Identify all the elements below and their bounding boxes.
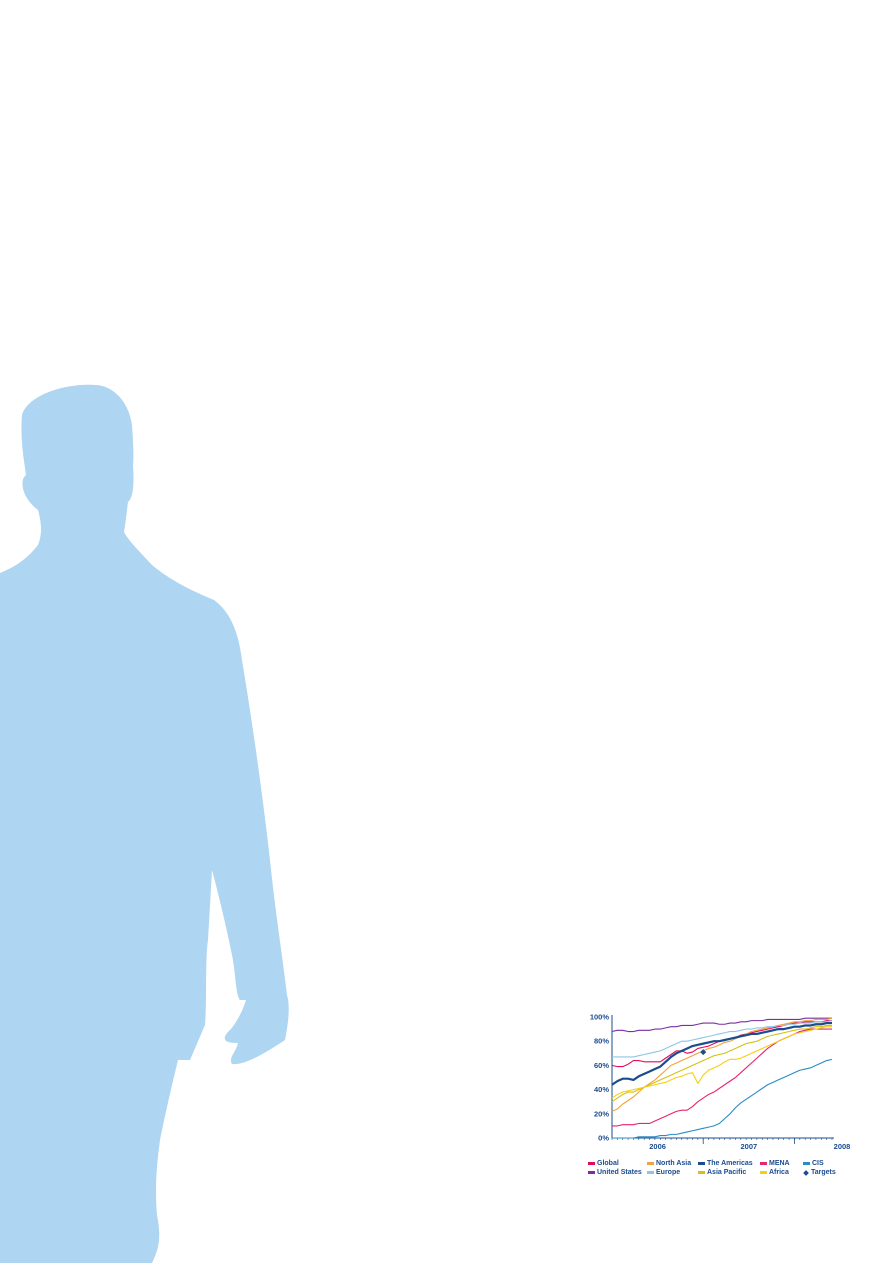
legend-label: Global bbox=[597, 1160, 619, 1167]
legend-swatch bbox=[647, 1171, 654, 1174]
man-silhouette bbox=[0, 384, 289, 1263]
x-axis-ticks: 2006 2007 2008 bbox=[649, 1142, 850, 1151]
y-tick-label: 80% bbox=[594, 1037, 609, 1046]
series-line-africa bbox=[611, 1026, 832, 1099]
chart-svg: 0% 20% 40% 60% 80% 100% 2006 2007 2008 bbox=[590, 1013, 851, 1152]
legend-label: Targets bbox=[811, 1169, 836, 1176]
chart-legend: Global North Asia The Americas MENA CIS Unite… bbox=[588, 1160, 848, 1176]
chart-series bbox=[611, 1017, 833, 1139]
y-tick-label: 100% bbox=[590, 1013, 610, 1022]
chart-axes bbox=[611, 1015, 834, 1144]
series-line-the-americas bbox=[611, 1021, 832, 1086]
legend-item-africa: Africa bbox=[760, 1169, 803, 1176]
legend-swatch bbox=[647, 1162, 654, 1165]
chart-targets bbox=[700, 1049, 707, 1056]
legend-item-the-americas: The Americas bbox=[698, 1160, 760, 1167]
legend-item-europe: Europe bbox=[647, 1169, 698, 1176]
legend-swatch bbox=[588, 1171, 595, 1174]
legend-label: CIS bbox=[812, 1160, 824, 1167]
y-tick-label: 20% bbox=[594, 1109, 609, 1118]
series-line-united-states bbox=[611, 1017, 832, 1033]
legend-item-cis: CIS bbox=[803, 1160, 848, 1167]
legend-swatch bbox=[760, 1162, 767, 1165]
legend-swatch bbox=[803, 1162, 810, 1165]
legend-label: Europe bbox=[656, 1169, 681, 1176]
x-tick-label: 2007 bbox=[740, 1142, 757, 1151]
x-tick-label: 2008 bbox=[834, 1142, 851, 1151]
legend-swatch bbox=[588, 1162, 595, 1165]
legend-item-asia-pacific: Asia Pacific bbox=[698, 1169, 760, 1176]
legend-label: Asia Pacific bbox=[707, 1169, 747, 1176]
legend-diamond-icon bbox=[803, 1169, 809, 1176]
series-line-cis bbox=[612, 1058, 833, 1139]
series-line-europe bbox=[612, 1020, 833, 1058]
legend-item-mena: MENA bbox=[760, 1160, 803, 1167]
x-tick-label: 2006 bbox=[649, 1142, 666, 1151]
legend-swatch bbox=[760, 1171, 767, 1174]
legend-label: United States bbox=[597, 1169, 642, 1176]
y-axis-ticks: 0% 20% 40% 60% 80% 100% bbox=[590, 1013, 610, 1143]
legend-item-north-asia: North Asia bbox=[647, 1160, 698, 1167]
legend-swatch bbox=[698, 1171, 705, 1174]
legend-item-global: Global bbox=[588, 1160, 647, 1167]
target-marker bbox=[700, 1049, 707, 1056]
legend-label: Africa bbox=[769, 1169, 789, 1176]
y-tick-label: 0% bbox=[598, 1134, 609, 1143]
series-line-asia-pacific bbox=[611, 1024, 832, 1103]
legend-item-targets: Targets bbox=[803, 1169, 848, 1176]
legend-label: The Americas bbox=[707, 1160, 753, 1167]
y-tick-label: 40% bbox=[594, 1085, 609, 1094]
y-tick-label: 60% bbox=[594, 1061, 609, 1070]
legend-label: North Asia bbox=[656, 1160, 692, 1167]
chart: 0% 20% 40% 60% 80% 100% 2006 2007 2008 Global No… bbox=[575, 1003, 860, 1193]
legend-label: MENA bbox=[769, 1160, 790, 1167]
legend-swatch bbox=[698, 1162, 705, 1165]
series-line-north-asia bbox=[611, 1017, 833, 1112]
legend-item-united-states: United States bbox=[588, 1169, 647, 1176]
